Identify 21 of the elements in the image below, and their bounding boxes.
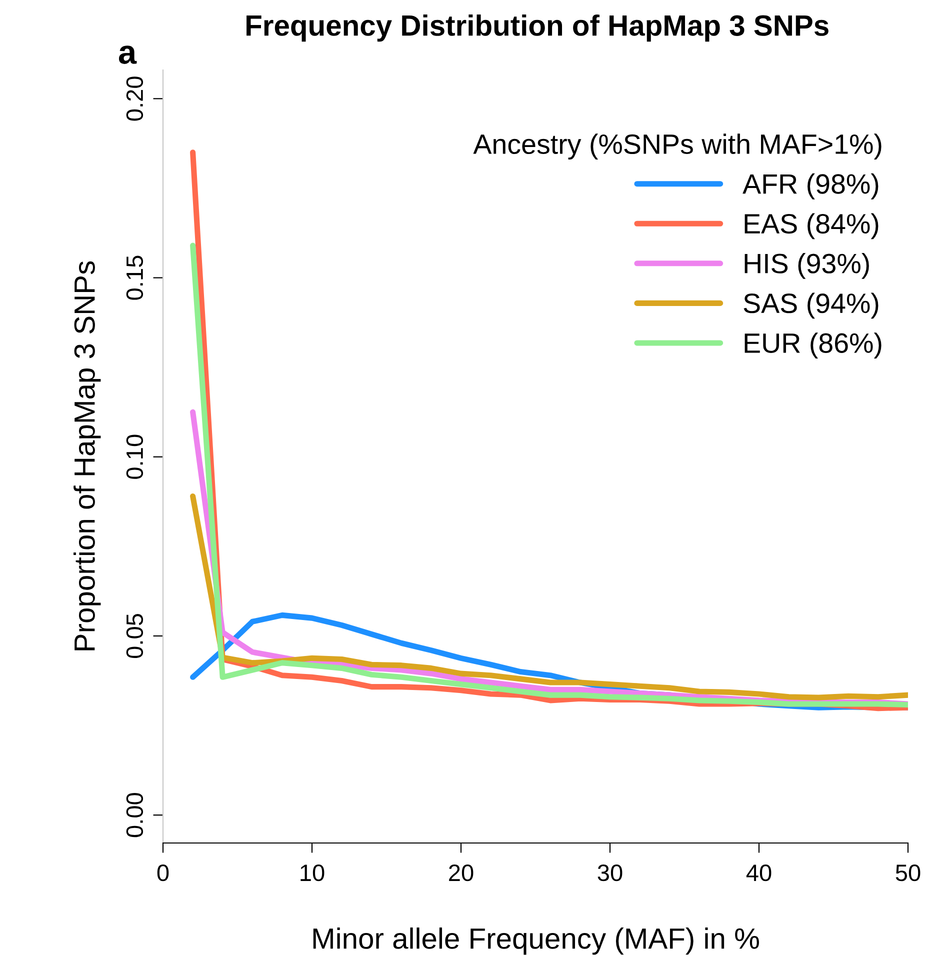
chart-title: Frequency Distribution of HapMap 3 SNPs: [246, 14, 828, 42]
x-tick-label: 10: [300, 864, 324, 882]
legend-label: HIS (93%): [744, 253, 869, 279]
y-axis-title: Proportion of HapMap 3 SNPs: [74, 261, 101, 650]
x-tick-label: 50: [896, 864, 920, 882]
text: a: [118, 46, 137, 64]
legend-label: EUR (86%): [744, 332, 882, 358]
legend-label: SAS (94%): [744, 292, 878, 319]
x-tick-label: 0: [157, 864, 169, 882]
y-tick-label: 0.20: [126, 76, 144, 121]
legend-label: EAS (84%): [744, 213, 878, 240]
x-tick-label: 30: [598, 864, 622, 882]
x-tick-label: 20: [449, 864, 474, 882]
x-axis-title: Minor allele Frequency (MAF) in %: [313, 928, 759, 955]
y-tick-label: 0.00: [126, 793, 144, 838]
legend-title: Ancestry (%SNPs with MAF>1%): [473, 134, 882, 160]
y-tick-label: 0.05: [126, 614, 144, 658]
legend-label: AFR (98%): [742, 173, 878, 200]
y-tick-label: 0.15: [126, 256, 144, 300]
y-tick-label: 0.10: [126, 434, 144, 479]
x-tick-label: 40: [746, 864, 772, 882]
